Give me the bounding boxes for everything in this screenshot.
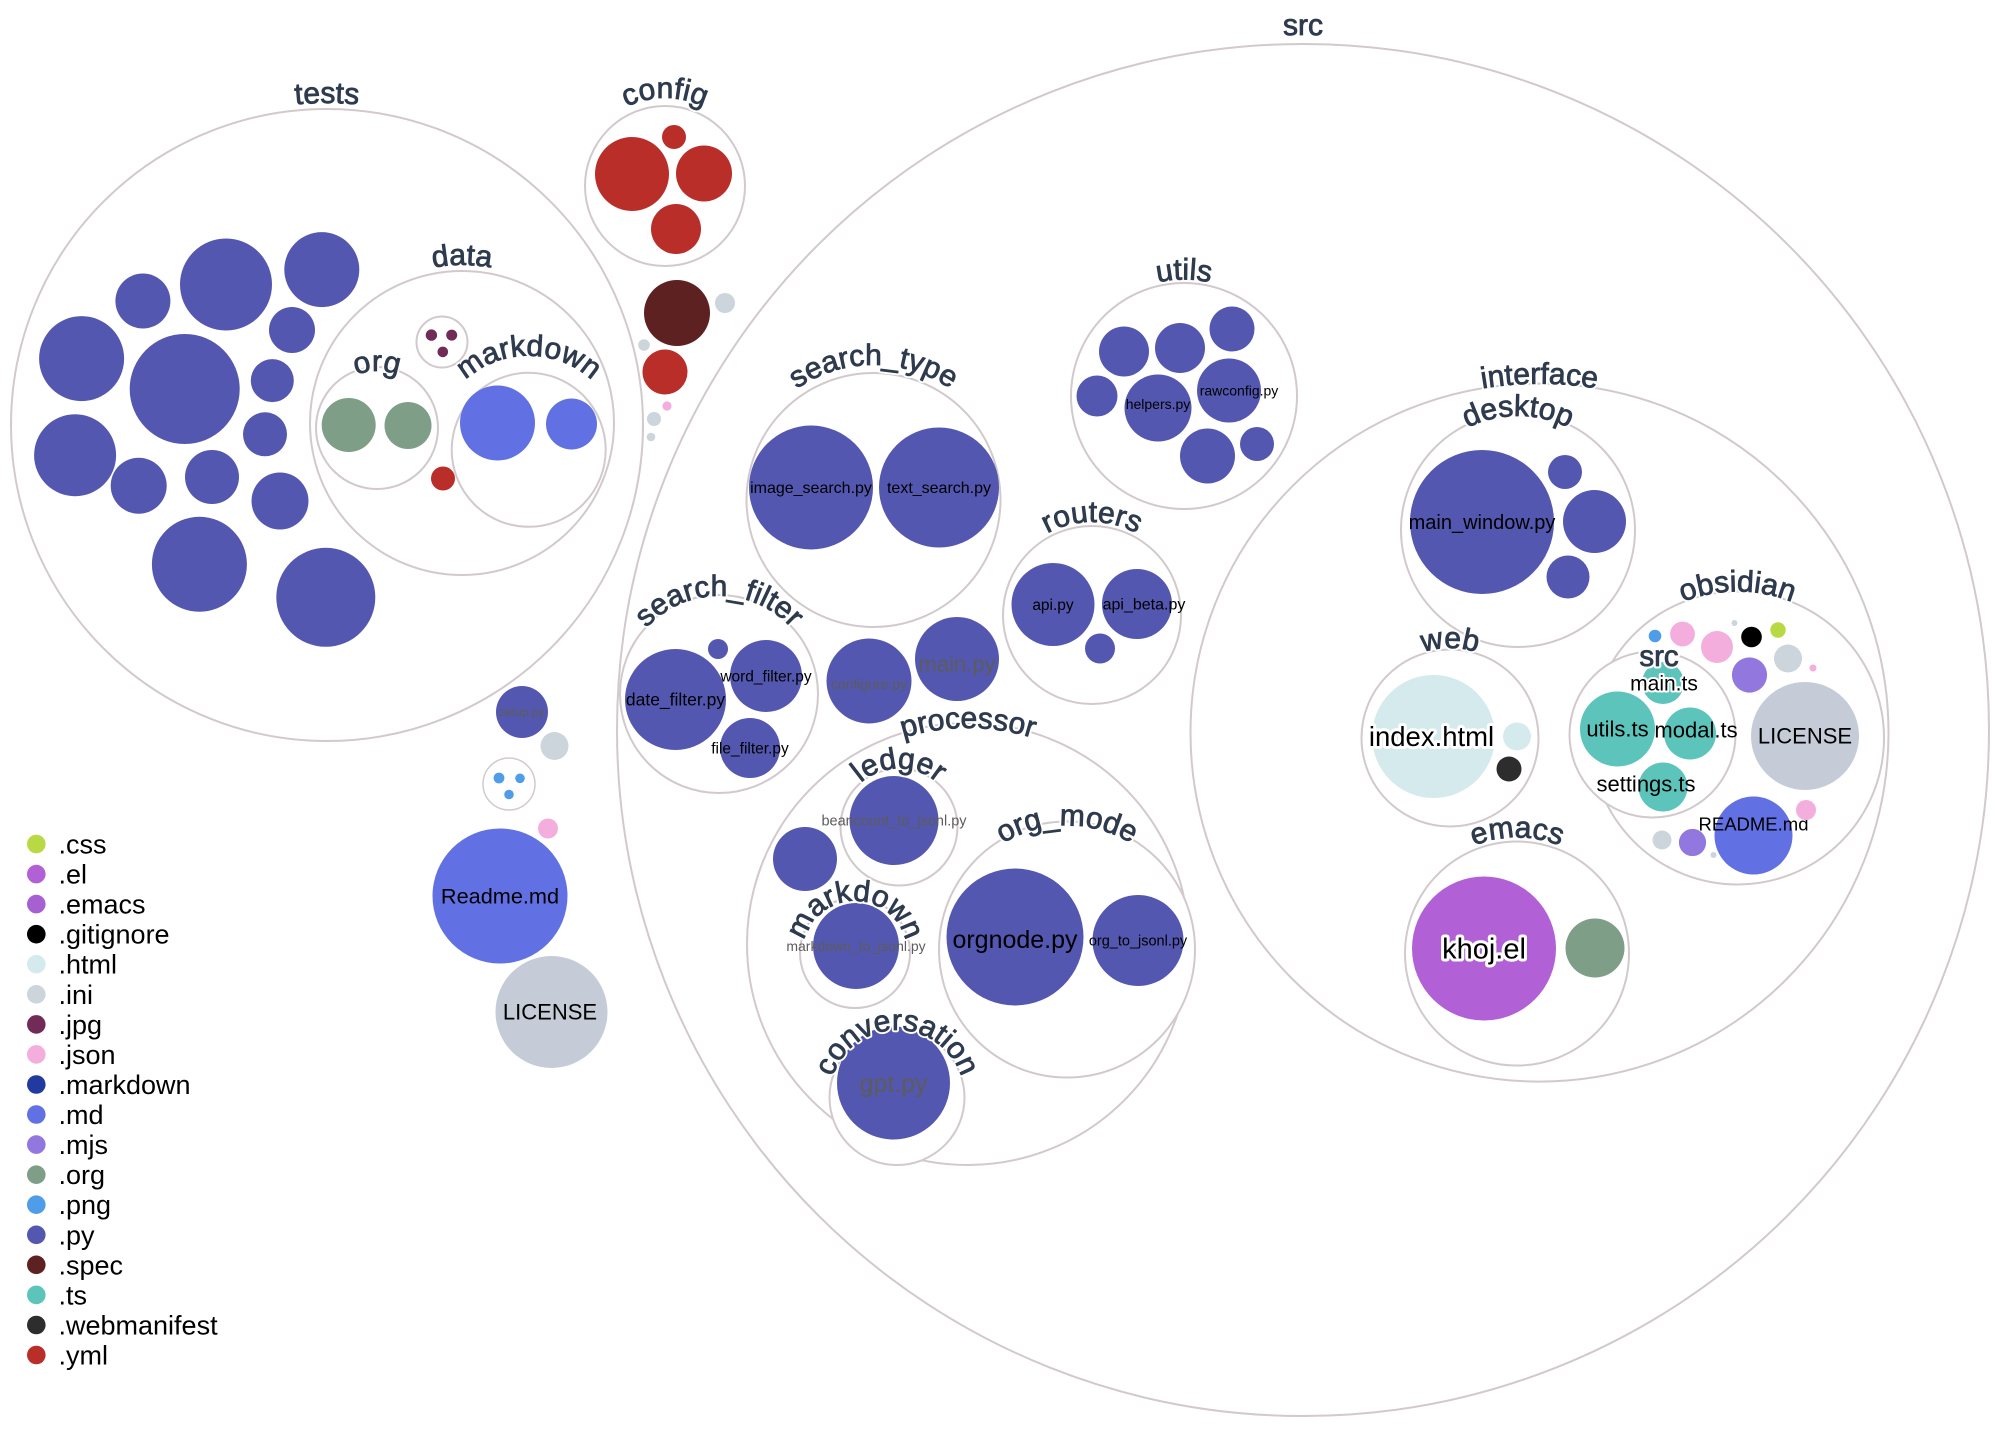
svg-text:.ini: .ini: [59, 980, 94, 1010]
svg-text:interface: interface: [1478, 358, 1600, 396]
svg-text:.mjs: .mjs: [59, 1130, 109, 1160]
svg-text:LICENSE: LICENSE: [1758, 724, 1852, 749]
svg-text:modal.ts: modal.ts: [1654, 718, 1737, 743]
svg-text:.gitignore: .gitignore: [59, 920, 170, 950]
svg-text:main.ts: main.ts: [1630, 672, 1698, 695]
svg-text:gpt.py: gpt.py: [859, 1070, 928, 1098]
svg-text:word_filter.py: word_filter.py: [719, 668, 812, 685]
svg-text:index.html: index.html: [1369, 721, 1494, 752]
svg-text:orgnode.py: orgnode.py: [952, 926, 1078, 954]
svg-text:org: org: [350, 345, 405, 381]
svg-text:.css: .css: [59, 830, 107, 860]
svg-text:.jpg: .jpg: [59, 1010, 103, 1040]
svg-text:.org: .org: [59, 1160, 106, 1190]
svg-text:data: data: [430, 239, 495, 275]
svg-text:main_window.py: main_window.py: [1409, 512, 1556, 534]
svg-text:settings.ts: settings.ts: [1596, 772, 1695, 797]
svg-text:.md: .md: [59, 1100, 104, 1130]
svg-text:helpers.py: helpers.py: [1126, 396, 1191, 412]
svg-text:data: data: [430, 239, 495, 275]
svg-text:image_search.py: image_search.py: [750, 480, 872, 497]
svg-text:src: src: [1639, 640, 1678, 673]
svg-text:khoj.el: khoj.el: [1442, 934, 1526, 966]
svg-text:.spec: .spec: [59, 1250, 124, 1280]
svg-text:src: src: [1639, 640, 1678, 673]
svg-text:README.md: README.md: [1699, 814, 1809, 835]
svg-text:Readme.md: Readme.md: [441, 884, 559, 909]
svg-text:processor: processor: [896, 702, 1040, 745]
svg-text:utils: utils: [1153, 253, 1214, 289]
svg-text:.el: .el: [59, 860, 88, 890]
svg-text:.yml: .yml: [59, 1341, 109, 1371]
svg-text:web: web: [1417, 622, 1483, 659]
svg-text:desktop: desktop: [1457, 390, 1578, 434]
svg-text:rawconfig.py: rawconfig.py: [1200, 382, 1279, 398]
svg-text:date_filter.py: date_filter.py: [626, 690, 725, 711]
svg-text:markdown_to_jsonl.py: markdown_to_jsonl.py: [786, 938, 925, 954]
svg-text:.html: .html: [59, 950, 118, 980]
svg-text:.png: .png: [59, 1190, 112, 1220]
svg-text:utils: utils: [1153, 253, 1214, 289]
svg-text:utils.ts: utils.ts: [1586, 717, 1648, 742]
svg-text:tests: tests: [293, 77, 360, 112]
svg-text:.emacs: .emacs: [59, 890, 146, 920]
svg-text:src: src: [1283, 9, 1324, 42]
svg-text:configure.py: configure.py: [831, 676, 907, 692]
svg-text:org_to_jsonl.py: org_to_jsonl.py: [1089, 934, 1188, 950]
svg-text:beancount_to_jsonl.py: beancount_to_jsonl.py: [821, 814, 967, 830]
svg-text:tests: tests: [293, 77, 360, 112]
svg-text:org: org: [350, 345, 405, 381]
svg-text:web: web: [1417, 622, 1483, 659]
svg-text:interface: interface: [1478, 358, 1600, 396]
svg-text:.webmanifest: .webmanifest: [59, 1311, 219, 1341]
svg-text:.markdown: .markdown: [59, 1070, 191, 1100]
svg-text:api_beta.py: api_beta.py: [1103, 597, 1186, 614]
svg-text:LICENSE: LICENSE: [503, 1000, 597, 1025]
svg-text:api.py: api.py: [1032, 597, 1074, 614]
svg-text:main.py: main.py: [918, 652, 995, 677]
svg-text:.json: .json: [59, 1040, 116, 1070]
svg-text:.py: .py: [59, 1220, 96, 1250]
svg-text:.ts: .ts: [59, 1280, 88, 1310]
svg-text:file_filter.py: file_filter.py: [711, 740, 789, 757]
svg-text:setup.py: setup.py: [499, 705, 544, 719]
svg-text:text_search.py: text_search.py: [887, 480, 991, 497]
